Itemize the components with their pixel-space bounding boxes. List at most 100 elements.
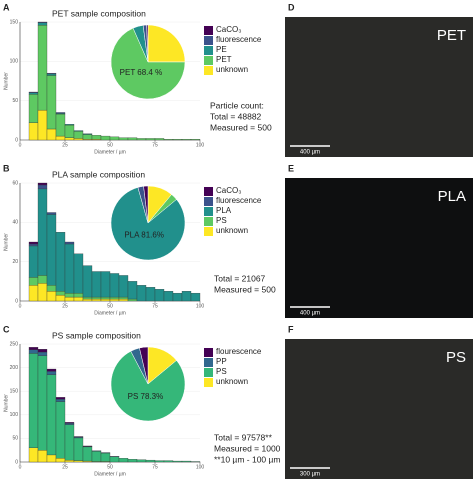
bar <box>28 347 39 350</box>
bar <box>37 182 48 186</box>
legend-label: unknown <box>216 226 248 235</box>
y-tick-label: 40 <box>12 220 18 226</box>
pie-label: PS 78.3% <box>128 392 164 401</box>
chart-title: PS sample composition <box>52 330 141 340</box>
x-tick-label: 75 <box>152 464 158 470</box>
legend-label: flourescence <box>216 347 262 356</box>
annotation: Measured = 1000 <box>214 443 281 453</box>
bar <box>136 459 147 463</box>
x-axis-label: Diameter / µm <box>94 471 126 477</box>
bar <box>46 128 57 141</box>
annotation: Total = 48882 <box>210 111 262 121</box>
bar <box>37 109 48 141</box>
y-tick-label: 0 <box>15 137 18 143</box>
scale-label: 400 µm <box>300 311 320 317</box>
bar <box>55 135 66 141</box>
bar <box>46 214 57 286</box>
bar <box>64 137 75 141</box>
y-tick-label: 50 <box>12 98 18 104</box>
x-tick-label: 100 <box>196 464 205 470</box>
annotation: Particle count: <box>210 100 264 110</box>
y-tick-label: 100 <box>10 59 19 65</box>
legend-label: unknown <box>216 65 248 74</box>
bar <box>37 21 48 23</box>
y-axis-label: Number <box>3 72 9 90</box>
bar <box>73 437 84 461</box>
bar <box>109 273 120 298</box>
bar <box>37 351 48 356</box>
chart-title: PET sample composition <box>52 8 146 18</box>
bar <box>28 285 39 302</box>
scale-label: 400 µm <box>300 150 320 156</box>
legend-swatch <box>204 358 213 367</box>
bar <box>100 135 111 141</box>
bar <box>64 423 75 425</box>
x-tick-label: 0 <box>19 142 22 148</box>
bar <box>28 349 39 354</box>
bar <box>100 296 111 300</box>
bar <box>91 450 102 462</box>
x-tick-label: 25 <box>62 142 68 148</box>
bar <box>28 353 39 448</box>
bar <box>73 138 84 141</box>
bar <box>109 136 120 141</box>
bar <box>64 424 75 461</box>
bar <box>37 355 48 451</box>
y-tick-label: 150 <box>10 389 19 395</box>
bar <box>55 112 66 114</box>
bar <box>82 134 93 140</box>
bar <box>46 368 57 372</box>
pie-slice <box>110 350 186 422</box>
bar <box>55 401 66 459</box>
bar <box>37 24 48 111</box>
y-tick-label: 150 <box>10 19 19 25</box>
bar <box>118 458 129 463</box>
legend-swatch <box>204 368 213 377</box>
legend-label: fluorescence <box>216 196 262 205</box>
bar <box>127 281 138 300</box>
bar <box>127 459 138 463</box>
legend-swatch <box>204 378 213 387</box>
bar <box>55 291 66 296</box>
bar <box>181 291 192 302</box>
panel-label: A <box>3 2 10 12</box>
legend-swatch <box>204 217 213 226</box>
pie-label: PLA 81.6% <box>124 230 164 239</box>
bar <box>163 291 174 302</box>
bar <box>172 292 183 302</box>
bar <box>46 454 57 463</box>
legend-swatch <box>204 56 213 65</box>
image-label: PLA <box>438 188 466 205</box>
legend-swatch <box>204 227 213 236</box>
bar <box>37 275 48 284</box>
x-tick-label: 50 <box>107 142 113 148</box>
y-tick-label: 50 <box>12 436 18 442</box>
bar <box>136 138 147 141</box>
annotation: Measured = 500 <box>210 122 272 132</box>
legend-label: CaCO₃ <box>216 25 241 34</box>
bar <box>46 291 57 302</box>
bar <box>91 298 102 302</box>
legend-swatch <box>204 46 213 55</box>
y-tick-label: 200 <box>10 365 19 371</box>
bar <box>55 113 66 137</box>
bar <box>46 374 57 456</box>
bar <box>64 124 75 126</box>
bar <box>73 292 84 298</box>
pie-slice <box>146 24 149 63</box>
bar <box>181 460 192 463</box>
panel-label: F <box>288 324 294 334</box>
legend-label: PLA <box>216 206 232 215</box>
bar <box>64 124 75 138</box>
micrograph <box>285 178 473 318</box>
panel-label: E <box>288 163 294 173</box>
bar <box>37 188 48 276</box>
x-tick-label: 100 <box>196 142 205 148</box>
bar <box>37 349 48 353</box>
pie-slice <box>139 346 149 385</box>
x-tick-label: 75 <box>152 142 158 148</box>
x-tick-label: 100 <box>196 303 205 309</box>
bar <box>163 460 174 463</box>
bar <box>28 243 39 247</box>
